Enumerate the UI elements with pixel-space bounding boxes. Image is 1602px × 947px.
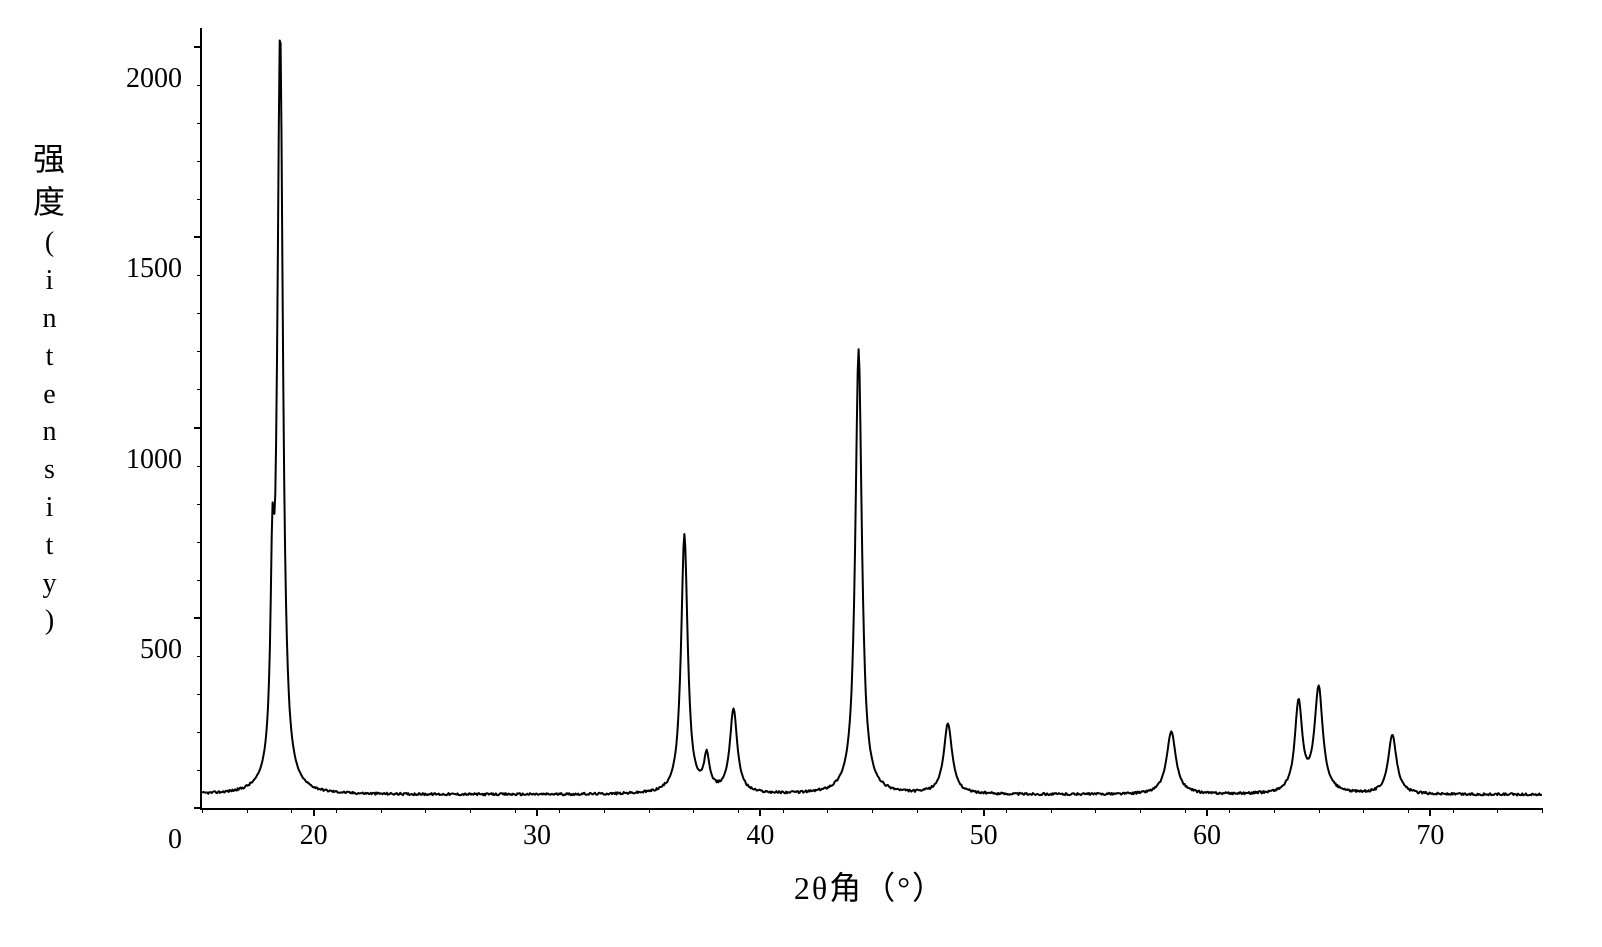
x-tick-minor xyxy=(1408,808,1409,813)
x-tick xyxy=(536,808,538,816)
x-tick xyxy=(759,808,761,816)
x-tick-minor xyxy=(1229,808,1230,813)
y-tick-minor xyxy=(197,85,202,86)
y-tick-minor xyxy=(197,313,202,314)
x-tick-minor xyxy=(1363,808,1364,813)
x-tick xyxy=(983,808,985,816)
x-tick-minor xyxy=(1453,808,1454,813)
y-tick-minor xyxy=(197,466,202,467)
x-tick-label: 30 xyxy=(523,820,551,852)
x-tick-minor xyxy=(961,808,962,813)
y-tick-minor xyxy=(197,504,202,505)
y-tick xyxy=(194,46,202,48)
x-tick-minor xyxy=(917,808,918,813)
x-tick xyxy=(313,808,315,816)
y-tick-minor xyxy=(197,580,202,581)
x-tick-minor xyxy=(738,808,739,813)
x-tick xyxy=(1206,808,1208,816)
xrd-trace xyxy=(202,28,1542,808)
y-tick-minor xyxy=(197,351,202,352)
x-tick-minor xyxy=(425,808,426,813)
y-tick-label: 2000 xyxy=(102,63,182,95)
x-tick-minor xyxy=(649,808,650,813)
y-tick-minor xyxy=(197,694,202,695)
x-tick-minor xyxy=(693,808,694,813)
x-tick-minor xyxy=(1006,808,1007,813)
x-tick-minor xyxy=(872,808,873,813)
x-tick-minor xyxy=(1140,808,1141,813)
y-tick-minor xyxy=(197,123,202,124)
y-tick-label: 0 xyxy=(102,824,182,856)
x-tick-minor xyxy=(1274,808,1275,813)
x-tick-minor xyxy=(604,808,605,813)
x-tick-minor xyxy=(336,808,337,813)
x-tick-minor xyxy=(291,808,292,813)
x-tick-minor xyxy=(470,808,471,813)
x-tick-minor xyxy=(1542,808,1543,813)
x-tick-minor xyxy=(202,808,203,813)
x-tick-minor xyxy=(1051,808,1052,813)
y-tick-minor xyxy=(197,199,202,200)
x-tick-label: 50 xyxy=(970,820,998,852)
x-tick-label: 20 xyxy=(300,820,328,852)
xrd-figure: 2030405060700500100015002000 强度(intensit… xyxy=(0,0,1602,947)
y-tick xyxy=(194,236,202,238)
y-tick-label: 1000 xyxy=(102,444,182,476)
y-tick xyxy=(194,807,202,809)
y-tick-label: 1500 xyxy=(102,253,182,285)
y-tick-minor xyxy=(197,542,202,543)
x-axis-title: 2θ角（°） xyxy=(794,863,946,909)
y-axis-title: 强度(intensity) xyxy=(30,138,70,640)
x-tick-minor xyxy=(1185,808,1186,813)
y-tick-minor xyxy=(197,275,202,276)
y-tick xyxy=(194,427,202,429)
x-tick xyxy=(1429,808,1431,816)
x-tick-minor xyxy=(783,808,784,813)
x-tick-minor xyxy=(1497,808,1498,813)
x-tick-label: 70 xyxy=(1416,820,1444,852)
x-tick-minor xyxy=(1319,808,1320,813)
x-tick-label: 40 xyxy=(746,820,774,852)
y-tick-minor xyxy=(197,656,202,657)
x-tick-minor xyxy=(247,808,248,813)
x-tick-minor xyxy=(827,808,828,813)
y-tick-label: 500 xyxy=(102,634,182,666)
x-tick-minor xyxy=(559,808,560,813)
xrd-line xyxy=(202,41,1542,796)
y-tick xyxy=(194,617,202,619)
x-tick-label: 60 xyxy=(1193,820,1221,852)
x-tick-minor xyxy=(1095,808,1096,813)
x-tick-minor xyxy=(381,808,382,813)
x-tick-minor xyxy=(515,808,516,813)
y-tick-minor xyxy=(197,732,202,733)
y-tick-minor xyxy=(197,770,202,771)
y-tick-minor xyxy=(197,389,202,390)
y-tick-minor xyxy=(197,161,202,162)
plot-area: 2030405060700500100015002000 xyxy=(200,28,1542,810)
